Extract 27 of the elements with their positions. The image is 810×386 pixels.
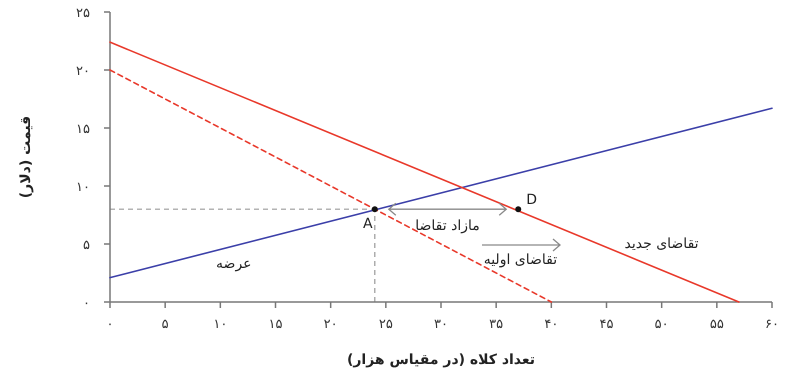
y-tick-label: ۲۵ <box>76 6 90 21</box>
series-label: عرضه <box>216 256 252 272</box>
y-tick-label: ۵ <box>83 238 90 253</box>
x-tick-label: ۲۰ <box>324 317 338 332</box>
y-tick-label: ۰ <box>83 296 90 311</box>
annotation: مازاد تقاضا <box>415 218 480 234</box>
y-axis-title: قیمت (دلار) <box>18 116 34 198</box>
x-tick-label: ۱۵ <box>268 317 282 332</box>
x-tick-label: ۴۵ <box>600 317 614 332</box>
x-tick-label: ۳۰ <box>434 317 448 332</box>
x-tick-label: ۵۵ <box>710 317 724 332</box>
x-tick-label: ۱۰ <box>213 317 228 332</box>
y-tick-label: ۱۰ <box>76 180 90 195</box>
x-tick-label: ۴۰ <box>544 317 558 332</box>
series-label: تقاضای جدید <box>624 236 699 252</box>
x-tick-label: ۲۵ <box>378 317 393 332</box>
x-tick-label: ۵ <box>162 317 169 332</box>
x-tick-label: ۶۰ <box>765 317 779 332</box>
y-tick-label: ۲۰ <box>76 64 90 79</box>
data-label: D <box>526 192 538 208</box>
y-tick-label: ۱۵ <box>76 122 90 137</box>
series-label: تقاضای اولیه <box>484 252 558 268</box>
x-tick-label: ۰ <box>106 317 114 332</box>
data-label: A <box>363 216 374 232</box>
x-tick-label: ۳۵ <box>489 317 504 332</box>
x-axis-title: تعداد کلاه (در مقیاس هزار) <box>346 352 536 368</box>
x-tick-label: ۵۰ <box>654 317 669 332</box>
